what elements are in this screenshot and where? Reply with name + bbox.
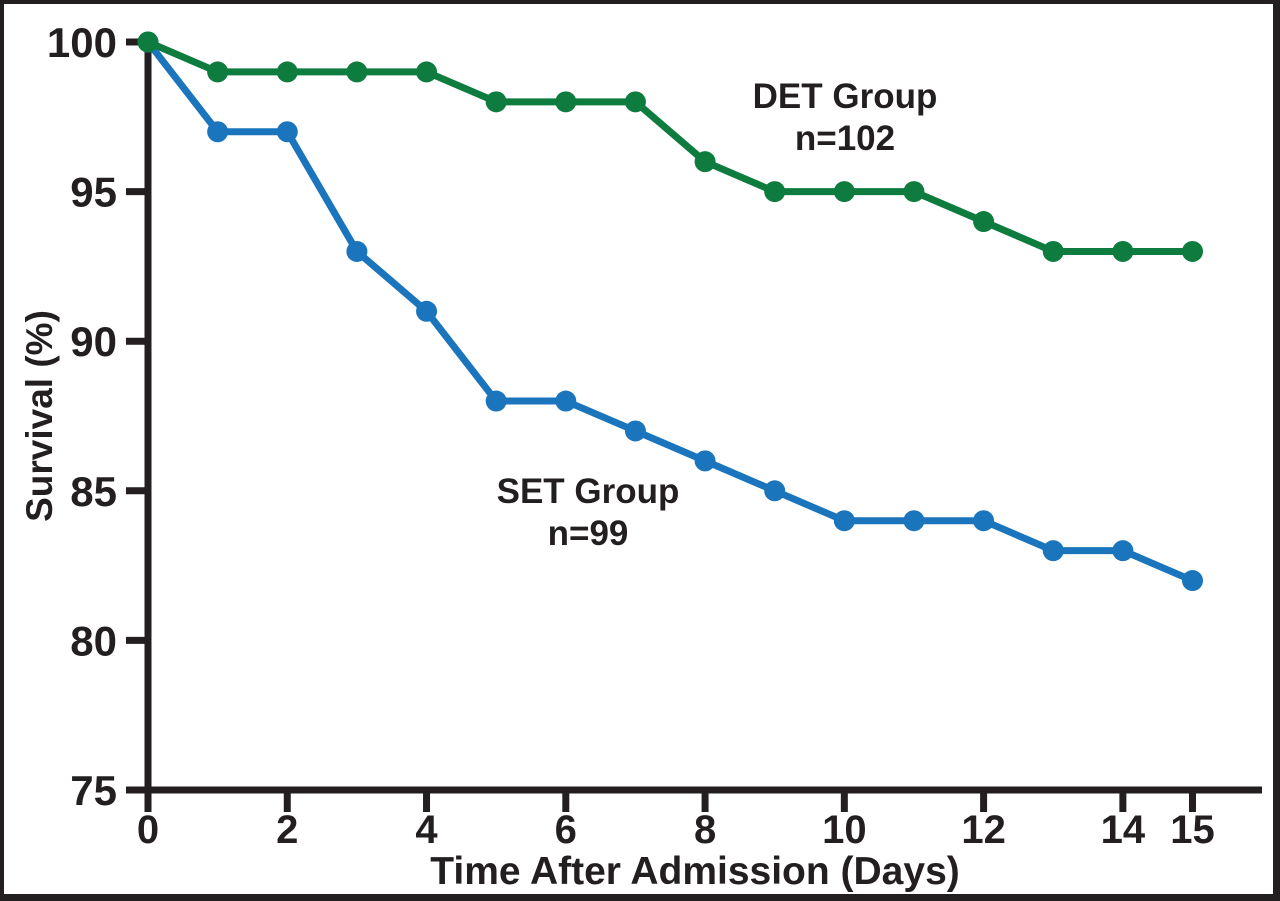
det-group-marker: [1112, 240, 1134, 262]
y-tick-label: 90: [70, 318, 117, 365]
x-axis-title: Time After Admission (Days): [430, 850, 960, 893]
det-group-marker: [1042, 240, 1064, 262]
det-group-marker: [207, 61, 229, 83]
det-group-annotation: DET Group n=102: [753, 77, 938, 158]
x-tick-label: 14: [1101, 808, 1146, 852]
det-group-marker: [485, 91, 507, 113]
y-tick-label: 100: [47, 19, 117, 66]
set-group-marker: [416, 300, 438, 322]
set-group-marker: [764, 480, 786, 502]
set-group-marker: [973, 510, 995, 532]
set-group-line: [144, 38, 1196, 585]
det-group-line: [144, 38, 1196, 255]
set-group-marker: [1042, 540, 1064, 562]
det-group-marker: [973, 211, 995, 233]
set-group-marker: [624, 420, 646, 442]
y-tick-label: 75: [70, 767, 117, 814]
axes: [144, 36, 1262, 794]
y-axis-title: Survival (%): [19, 310, 60, 522]
set-group-n-label: n=99: [548, 514, 629, 553]
det-group-marker: [137, 31, 159, 53]
x-tick-label: 10: [822, 808, 867, 852]
y-tick-label: 80: [70, 617, 117, 664]
x-tick-label: 8: [694, 808, 716, 852]
set-group-marker: [276, 121, 298, 143]
set-group-marker: [346, 240, 368, 262]
det-group-marker: [903, 181, 925, 203]
det-group-marker: [346, 61, 368, 83]
det-group-marker: [764, 181, 786, 203]
y-tick-label: 85: [70, 468, 117, 515]
set-group-marker: [694, 450, 716, 472]
det-group-marker: [276, 61, 298, 83]
set-group-marker: [485, 390, 507, 412]
det-group-marker: [416, 61, 438, 83]
set-group-marker: [1112, 540, 1134, 562]
det-group-label: DET Group: [753, 77, 938, 116]
det-group-n-label: n=102: [795, 119, 895, 158]
det-group-marker: [833, 181, 855, 203]
set-group-label: SET Group: [497, 472, 680, 511]
series-layer: [137, 31, 1203, 592]
set-group-marker: [555, 390, 577, 412]
set-group-marker: [1182, 570, 1203, 592]
set-group-annotation: SET Group n=99: [497, 472, 680, 553]
x-axis-ticks: 0 2 4 6 8 10 12 14 15: [137, 790, 1215, 852]
x-tick-label: 6: [555, 808, 577, 852]
set-group-marker: [833, 510, 855, 532]
x-tick-label: 2: [276, 808, 298, 852]
set-group-marker: [903, 510, 925, 532]
det-group-marker: [624, 91, 646, 113]
det-group-marker: [694, 151, 716, 173]
det-group-marker: [555, 91, 577, 113]
set-group-marker: [207, 121, 229, 143]
y-tick-label: 95: [70, 169, 117, 216]
x-tick-label: 0: [137, 808, 159, 852]
y-axis-ticks: 75 80 85 90 95 100: [47, 19, 148, 814]
x-tick-label: 12: [961, 808, 1006, 852]
det-group-marker: [1182, 240, 1203, 262]
x-tick-label: 15: [1170, 808, 1215, 852]
x-tick-label: 4: [415, 808, 438, 852]
